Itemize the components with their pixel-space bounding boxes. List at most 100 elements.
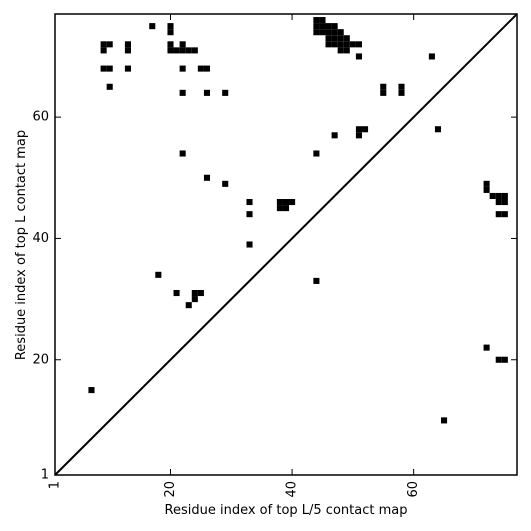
contact-cell-upper bbox=[179, 41, 186, 48]
contact-cell-upper bbox=[337, 35, 344, 42]
contact-cell-upper bbox=[380, 89, 387, 96]
contact-cell-upper bbox=[355, 132, 362, 139]
contact-cell-lower bbox=[495, 192, 502, 200]
contact-cell-lower bbox=[88, 387, 95, 394]
contact-cell-upper bbox=[331, 29, 338, 36]
contact-cell-upper bbox=[124, 47, 131, 54]
contact-cell-upper bbox=[100, 65, 107, 72]
contact-cell-lower bbox=[489, 192, 496, 200]
contact-cell-upper bbox=[319, 17, 326, 24]
contact-cell-upper bbox=[355, 41, 362, 48]
y-tick-label: 60 bbox=[32, 110, 49, 125]
contact-cell-upper bbox=[203, 174, 211, 181]
contact-cell-upper bbox=[276, 205, 283, 212]
contact-cell-upper bbox=[428, 53, 435, 60]
contact-cell-upper bbox=[124, 65, 131, 72]
contact-cell-upper bbox=[179, 150, 186, 157]
contact-cell-upper bbox=[185, 47, 192, 54]
contact-cell-upper bbox=[179, 47, 186, 54]
contact-cell-upper bbox=[313, 17, 320, 24]
contact-cell-upper bbox=[337, 29, 344, 36]
contact-cell-lower bbox=[501, 211, 508, 218]
contact-cell-upper bbox=[337, 47, 344, 54]
cells-layer bbox=[88, 17, 508, 424]
contact-cell-upper bbox=[331, 41, 338, 48]
contact-cell-upper bbox=[179, 89, 186, 96]
contact-cell-upper bbox=[179, 65, 186, 72]
contact-cell-lower bbox=[191, 296, 198, 303]
contact-cell-upper bbox=[325, 41, 332, 48]
contact-cell-upper bbox=[246, 199, 253, 206]
x-axis-label: Residue index of top L/5 contact map bbox=[165, 503, 408, 518]
contact-cell-upper bbox=[331, 23, 338, 30]
contact-cell-lower bbox=[313, 277, 320, 284]
contact-cell-upper bbox=[203, 89, 211, 96]
contact-cell-upper bbox=[319, 23, 326, 30]
contact-cell-upper bbox=[380, 83, 387, 90]
contact-cell-upper bbox=[355, 53, 362, 60]
ticks-layer: 1 20 40 60 1 20 40 60 bbox=[32, 14, 517, 498]
contact-cell-upper bbox=[173, 47, 180, 54]
contact-cell-upper bbox=[325, 29, 332, 36]
contact-cell-upper bbox=[222, 89, 229, 96]
contact-cell-lower bbox=[495, 199, 502, 206]
contact-cell-upper bbox=[167, 47, 174, 54]
y-tick-label: 40 bbox=[32, 231, 49, 246]
contact-cell-upper bbox=[343, 35, 350, 42]
contact-cell-upper bbox=[343, 41, 350, 48]
x-tick-label: 60 bbox=[406, 481, 421, 498]
contact-cell-upper bbox=[100, 47, 107, 54]
contact-cell-upper bbox=[167, 23, 174, 30]
contact-cell-upper bbox=[325, 23, 332, 30]
contact-cell-lower bbox=[501, 192, 508, 200]
contact-cell-lower bbox=[495, 356, 502, 363]
contact-cell-lower bbox=[197, 289, 204, 297]
contact-cell-upper bbox=[167, 41, 174, 48]
x-tick-label: 1 bbox=[48, 481, 63, 489]
contact-cell-upper bbox=[331, 35, 338, 42]
contact-cell-upper bbox=[149, 23, 156, 30]
contact-cell-lower bbox=[501, 199, 508, 206]
contact-cell-upper bbox=[434, 126, 442, 133]
contact-cell-upper bbox=[355, 126, 362, 133]
contact-cell-lower bbox=[495, 211, 502, 218]
contact-cell-lower bbox=[441, 417, 448, 424]
contact-cell-upper bbox=[398, 89, 405, 96]
contact-cell-lower bbox=[155, 271, 162, 278]
contact-cell-upper bbox=[343, 47, 350, 54]
y-tick-label: 20 bbox=[32, 352, 49, 367]
contact-cell-upper bbox=[337, 41, 344, 48]
x-tick-label: 20 bbox=[163, 481, 178, 498]
contact-cell-upper bbox=[331, 132, 338, 139]
contact-cell-upper bbox=[289, 199, 296, 206]
contact-cell-upper bbox=[100, 41, 107, 48]
contact-cell-upper bbox=[325, 35, 332, 42]
contact-cell-lower bbox=[185, 302, 192, 309]
contact-cell-upper bbox=[319, 29, 326, 36]
x-tick-label: 40 bbox=[285, 481, 300, 498]
contact-cell-lower bbox=[191, 289, 198, 297]
contact-cell-upper bbox=[313, 150, 320, 157]
y-axis-label: Residue index of top L contact map bbox=[14, 130, 29, 360]
contact-cell-upper bbox=[282, 199, 290, 206]
contact-cell-upper bbox=[282, 205, 290, 212]
contact-cell-upper bbox=[246, 211, 253, 218]
contact-cell-upper bbox=[124, 41, 131, 48]
contact-cell-upper bbox=[191, 47, 198, 54]
contact-cell-upper bbox=[106, 83, 113, 90]
contact-cell-upper bbox=[222, 180, 229, 187]
contact-cell-upper bbox=[167, 29, 174, 36]
contact-cell-upper bbox=[203, 65, 211, 72]
contact-cell-upper bbox=[349, 41, 356, 48]
contact-cell-lower bbox=[483, 180, 490, 187]
contact-cell-upper bbox=[276, 199, 283, 206]
contact-cell-upper bbox=[361, 126, 369, 133]
contact-cell-upper bbox=[313, 29, 320, 36]
plot-frame bbox=[54, 13, 518, 476]
contact-cell-lower bbox=[483, 186, 490, 193]
contact-cell-lower bbox=[483, 344, 490, 351]
contact-cell-upper bbox=[106, 65, 113, 72]
contact-cell-upper bbox=[398, 83, 405, 90]
contact-cell-upper bbox=[197, 65, 204, 72]
